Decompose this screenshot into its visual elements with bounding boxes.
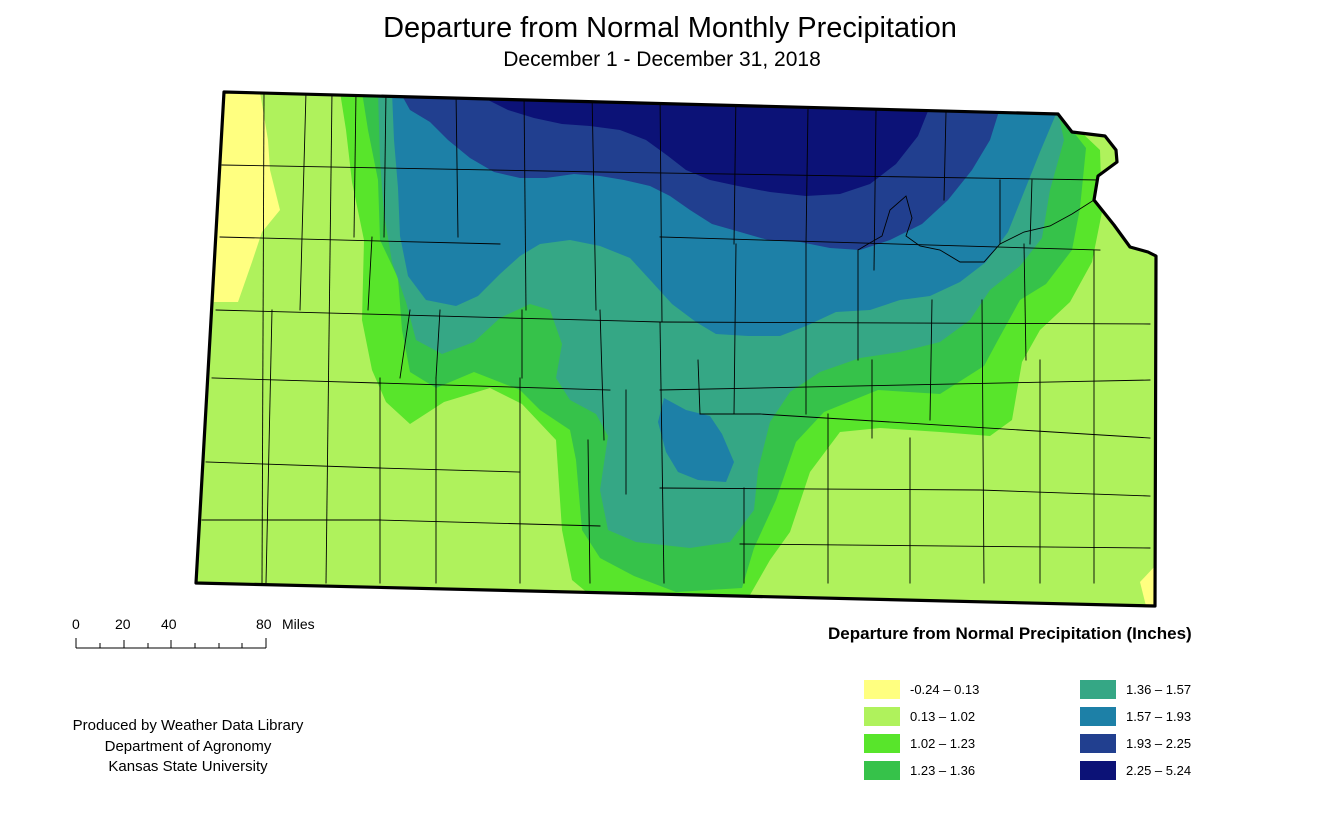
- legend-item: 0.13 – 1.02: [864, 703, 979, 730]
- scale-tick-label-20: 20: [115, 616, 131, 632]
- scale-bar: 0 20 40 80 Miles: [70, 616, 330, 656]
- legend-swatch: [1080, 761, 1116, 780]
- scale-unit-label: Miles: [282, 616, 315, 632]
- legend-swatch: [1080, 707, 1116, 726]
- legend-item: 1.23 – 1.36: [864, 757, 979, 784]
- map-subtitle: December 1 - December 31, 2018: [503, 48, 821, 71]
- legend-item: 1.57 – 1.93: [1080, 703, 1191, 730]
- legend-item: 1.02 – 1.23: [864, 730, 979, 757]
- legend-label: 1.93 – 2.25: [1126, 736, 1192, 751]
- credit-line-1: Produced by Weather Data Library: [72, 717, 304, 734]
- legend-label: 1.57 – 1.93: [1126, 709, 1192, 724]
- scale-tick-label-0: 0: [72, 616, 80, 632]
- legend-column-right: 1.36 – 1.57 1.57 – 1.93 1.93 – 2.25 2.25…: [1080, 676, 1191, 784]
- legend-title: Departure from Normal Precipitation (Inc…: [828, 624, 1192, 643]
- scale-bar-ruler: [75, 638, 267, 649]
- legend-item: 1.36 – 1.57: [1080, 676, 1191, 703]
- legend-swatch: [1080, 680, 1116, 699]
- map-title: Departure from Normal Monthly Precipitat…: [383, 12, 957, 44]
- legend-swatch: [1080, 734, 1116, 753]
- legend-label: 0.13 – 1.02: [910, 709, 976, 724]
- legend-label: 1.23 – 1.36: [910, 763, 976, 778]
- credit-line-2: Department of Agronomy: [104, 737, 272, 755]
- scale-tick-label-80: 80: [256, 616, 272, 632]
- legend-label: -0.24 – 0.13: [910, 682, 980, 697]
- legend-label: 2.25 – 5.24: [1126, 763, 1192, 778]
- legend-swatch: [864, 734, 900, 753]
- scale-tick-label-40: 40: [161, 616, 177, 632]
- kansas-state-outline: [194, 90, 1158, 608]
- legend-swatch: [864, 761, 900, 780]
- legend-swatch: [864, 680, 900, 699]
- precip-zone-1.57-1.93-south: [658, 398, 734, 482]
- legend-item: -0.24 – 0.13: [864, 676, 979, 703]
- legend-swatch: [864, 707, 900, 726]
- precip-zone-2.25-5.24: [470, 92, 930, 196]
- legend-label: 1.02 – 1.23: [910, 736, 976, 751]
- legend-label: 1.36 – 1.57: [1126, 682, 1192, 697]
- credit-line-3: Kansas State University: [108, 758, 268, 775]
- legend-column-left: -0.24 – 0.13 0.13 – 1.02 1.02 – 1.23 1.2…: [864, 676, 979, 784]
- credits-block: Produced by Weather Data Library Departm…: [32, 716, 344, 778]
- legend-item: 2.25 – 5.24: [1080, 757, 1191, 784]
- legend-item: 1.93 – 2.25: [1080, 730, 1191, 757]
- kansas-river-boundary: [857, 195, 1095, 263]
- county-boundaries: [201, 92, 1151, 584]
